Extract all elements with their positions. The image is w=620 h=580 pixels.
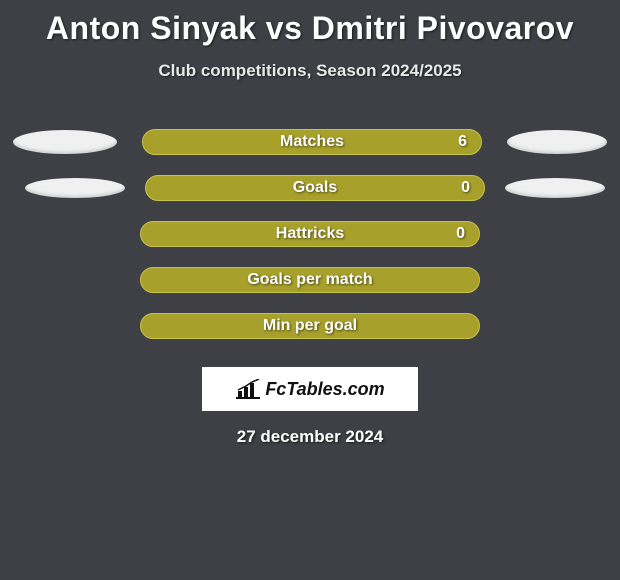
stat-label: Matches: [280, 133, 344, 151]
logo-content: FcTables.com: [235, 379, 384, 400]
stat-value: 6: [458, 133, 467, 151]
chart-icon: [235, 379, 261, 399]
stat-bar-goals: Goals 0: [145, 175, 485, 201]
player-left-pill: [13, 130, 117, 154]
stat-row: Goals per match: [0, 257, 620, 303]
stat-label: Min per goal: [263, 317, 357, 335]
subtitle: Club competitions, Season 2024/2025: [0, 61, 620, 81]
logo-text: FcTables.com: [265, 379, 384, 400]
page-title: Anton Sinyak vs Dmitri Pivovarov: [0, 0, 620, 47]
stat-bar-min-per-goal: Min per goal: [140, 313, 480, 339]
player-left-pill: [25, 178, 125, 198]
stat-row: Goals 0: [0, 165, 620, 211]
stat-label: Goals per match: [247, 271, 372, 289]
stat-row: Matches 6: [0, 119, 620, 165]
stats-container: Matches 6 Goals 0 Hattricks 0 Goals per …: [0, 119, 620, 349]
stat-value: 0: [461, 179, 470, 197]
fctables-logo[interactable]: FcTables.com: [202, 367, 418, 411]
stat-row: Hattricks 0: [0, 211, 620, 257]
stat-row: Min per goal: [0, 303, 620, 349]
player-right-pill: [505, 178, 605, 198]
stat-label: Goals: [293, 179, 337, 197]
stat-bar-hattricks: Hattricks 0: [140, 221, 480, 247]
stat-value: 0: [456, 225, 465, 243]
stat-bar-matches: Matches 6: [142, 129, 482, 155]
player-right-pill: [507, 130, 607, 154]
stat-label: Hattricks: [276, 225, 344, 243]
stat-bar-goals-per-match: Goals per match: [140, 267, 480, 293]
date-text: 27 december 2024: [0, 427, 620, 447]
